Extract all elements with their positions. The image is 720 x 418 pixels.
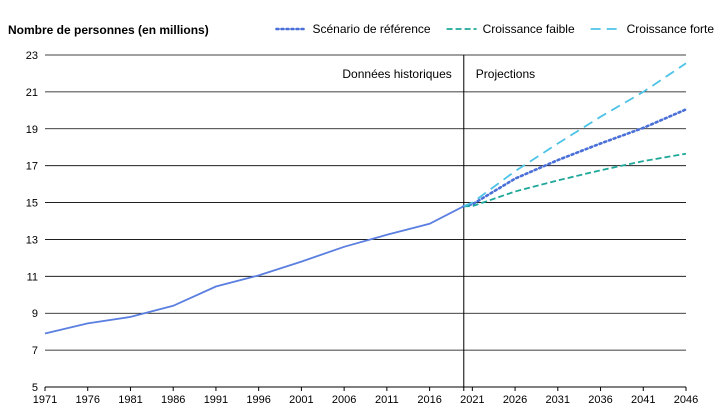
legend-label: Croissance forte [627, 22, 715, 36]
legend-item: Croissance faible [446, 22, 575, 36]
legend-item: Croissance forte [590, 22, 715, 36]
series-layer [44, 62, 688, 335]
y-tick-label: 11 [27, 271, 38, 283]
y-tick-labels: 5 7 9 11 13 15 17 19 21 23 [26, 50, 38, 394]
x-tick-label: 2021 [460, 394, 484, 406]
y-tick-label: 13 [26, 234, 38, 246]
annotations: Données historiques Projections [342, 67, 535, 81]
legend-item: Scénario de référence [275, 22, 431, 36]
y-tick-label: 19 [26, 124, 38, 136]
y-tick-label: 15 [26, 198, 38, 210]
legend-label: Scénario de référence [313, 22, 431, 36]
y-tick-label: 7 [32, 345, 38, 357]
x-tick-label: 1976 [75, 394, 99, 406]
x-tick-label: 1981 [118, 394, 142, 406]
x-tick-label: 1986 [161, 394, 185, 406]
x-tick-label: 2006 [332, 394, 356, 406]
x-tick-label: 2036 [588, 394, 612, 406]
series-line-historique [44, 205, 465, 335]
y-tick-label: 17 [26, 161, 38, 173]
x-tick-label: 1971 [33, 394, 57, 406]
x-tick-label: 2046 [674, 394, 698, 406]
x-tick-labels: 1971 1976 1981 1986 1991 1996 2001 2006 2011 2016… [33, 387, 698, 406]
legend: Scénario de référence Croissance faible Cr… [275, 22, 715, 36]
annotation-projections: Projections [476, 67, 535, 81]
x-tick-label: 2041 [631, 394, 655, 406]
series-line-s2 [463, 152, 687, 208]
series-line-s1 [462, 108, 688, 208]
y-tick-label: 21 [26, 87, 38, 99]
y-tick-label: 5 [32, 382, 38, 394]
y-tick-label: 23 [26, 50, 38, 62]
gridlines [45, 54, 686, 388]
x-tick-label: 1991 [204, 394, 228, 406]
x-tick-label: 2011 [375, 394, 399, 406]
y-axis-title: Nombre de personnes (en millions) [8, 23, 209, 37]
annotation-historical: Données historiques [342, 67, 451, 81]
y-tick-label: 9 [32, 308, 38, 320]
legend-label: Croissance faible [483, 22, 575, 36]
x-tick-label: 2001 [289, 394, 313, 406]
x-tick-label: 2026 [503, 394, 527, 406]
series-line-s3 [463, 62, 687, 208]
x-tick-label: 1996 [246, 394, 270, 406]
x-tick-label: 2016 [417, 394, 441, 406]
x-tick-label: 2031 [546, 394, 570, 406]
